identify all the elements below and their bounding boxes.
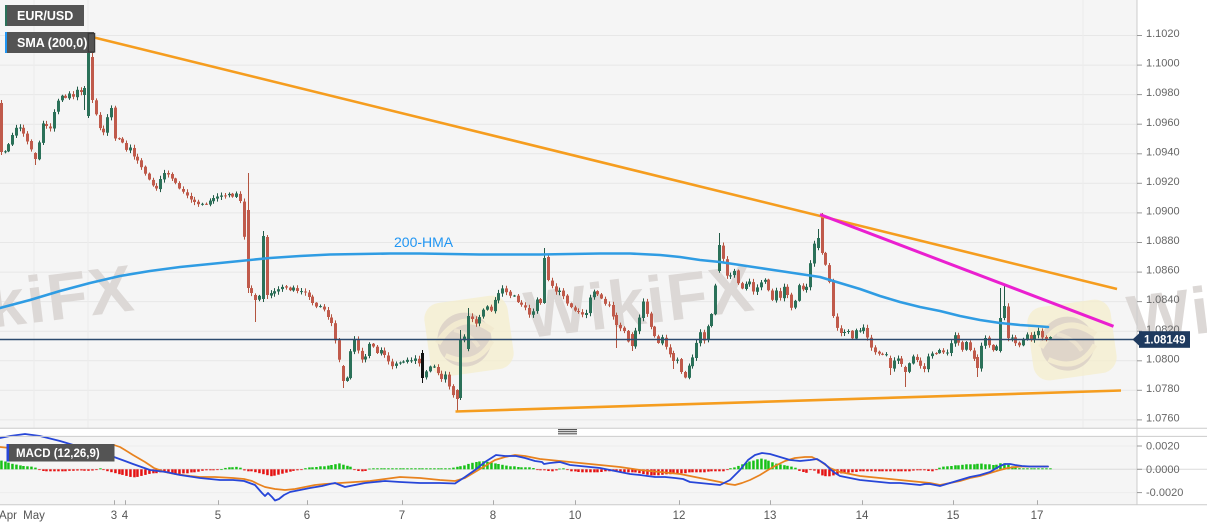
- svg-text:8: 8: [490, 510, 496, 522]
- svg-text:3: 3: [111, 510, 117, 522]
- svg-text:0.0020: 0.0020: [1146, 441, 1180, 453]
- svg-text:1.0940: 1.0940: [1146, 146, 1180, 158]
- svg-text:0.0000: 0.0000: [1146, 464, 1180, 476]
- svg-text:6: 6: [304, 510, 310, 522]
- svg-text:1.0960: 1.0960: [1146, 117, 1180, 129]
- svg-text:MACD (12,26,9): MACD (12,26,9): [16, 448, 100, 460]
- svg-text:1.1020: 1.1020: [1146, 28, 1180, 40]
- svg-text:4: 4: [122, 510, 129, 522]
- svg-text:1.0900: 1.0900: [1146, 206, 1180, 218]
- svg-text:200-HMA: 200-HMA: [394, 234, 454, 250]
- svg-text:1.0840: 1.0840: [1146, 294, 1180, 306]
- svg-text:10: 10: [569, 510, 582, 522]
- svg-text:13: 13: [764, 510, 777, 522]
- svg-text:-0.0020: -0.0020: [1146, 487, 1183, 499]
- svg-text:Apr: Apr: [0, 510, 17, 522]
- svg-text:SMA (200,0): SMA (200,0): [17, 36, 87, 50]
- svg-text:1.0760: 1.0760: [1146, 413, 1180, 425]
- svg-text:1.0780: 1.0780: [1146, 383, 1180, 395]
- svg-text:1.0920: 1.0920: [1146, 176, 1180, 188]
- svg-text:EUR/USD: EUR/USD: [17, 9, 73, 23]
- svg-text:12: 12: [673, 510, 686, 522]
- svg-text:5: 5: [215, 510, 221, 522]
- svg-text:May: May: [23, 510, 45, 522]
- svg-text:1.0980: 1.0980: [1146, 87, 1180, 99]
- svg-text:14: 14: [856, 510, 869, 522]
- svg-text:7: 7: [399, 510, 405, 522]
- svg-text:1.0880: 1.0880: [1146, 235, 1180, 247]
- svg-text:1.1000: 1.1000: [1146, 58, 1180, 70]
- svg-text:1.08149: 1.08149: [1144, 335, 1186, 347]
- svg-text:15: 15: [947, 510, 960, 522]
- svg-text:1.0800: 1.0800: [1146, 353, 1180, 365]
- svg-text:17: 17: [1031, 510, 1044, 522]
- svg-text:1.0860: 1.0860: [1146, 265, 1180, 277]
